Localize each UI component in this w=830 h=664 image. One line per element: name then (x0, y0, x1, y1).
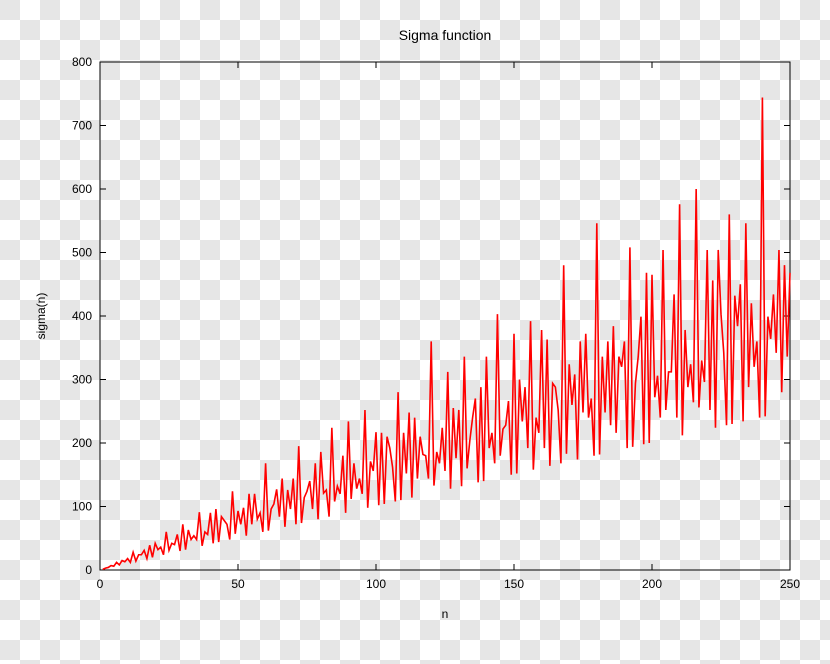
plot-border (100, 62, 790, 570)
y-tick-label: 800 (72, 55, 92, 69)
x-tick-label: 100 (366, 577, 386, 591)
x-tick-label: 0 (97, 577, 104, 591)
x-tick-label: 50 (231, 577, 245, 591)
y-tick-label: 300 (72, 373, 92, 387)
x-tick-label: 250 (780, 577, 800, 591)
y-tick-label: 400 (72, 309, 92, 323)
y-tick-label: 600 (72, 182, 92, 196)
chart-title: Sigma function (399, 27, 492, 43)
y-tick-label: 0 (85, 563, 92, 577)
x-axis-label: n (442, 607, 449, 621)
sigma-function-chart: 0 50 100 150 200 250 0 100 200 300 400 500 600 700 800… (0, 0, 830, 664)
y-axis-label: sigma(n) (34, 293, 48, 340)
y-tick-label: 700 (72, 119, 92, 133)
y-tick-label: 100 (72, 500, 92, 514)
x-tick-label: 200 (642, 577, 662, 591)
x-tick-label: 150 (504, 577, 524, 591)
y-tick-label: 200 (72, 436, 92, 450)
y-tick-label: 500 (72, 246, 92, 260)
sigma-line (103, 98, 790, 570)
